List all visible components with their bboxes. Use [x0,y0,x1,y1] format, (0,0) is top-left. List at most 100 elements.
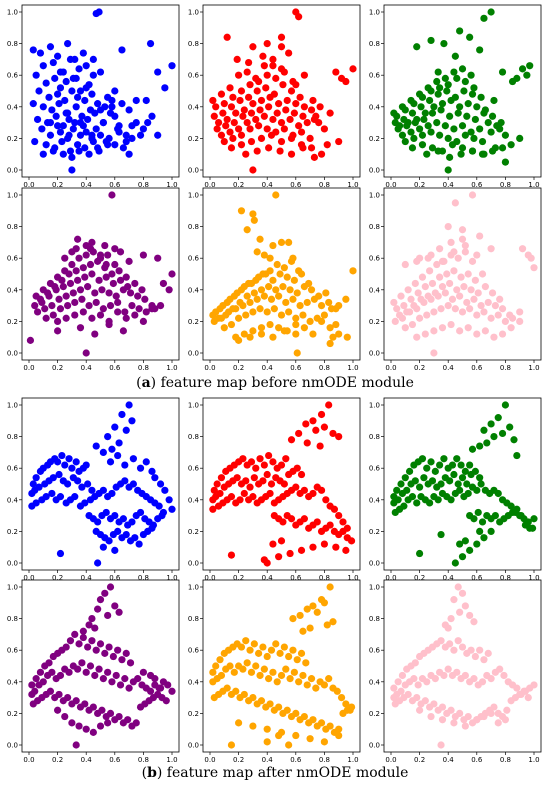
scatter-point [275,292,283,300]
y-tick-label: 0.0 [188,742,199,750]
scatter-point [527,254,535,262]
scatter-point [134,292,142,300]
scatter-point [233,55,241,64]
y-tick-label: 0.4 [188,678,200,686]
y-tick-label: 1.0 [369,584,380,592]
scatter-point [309,330,317,338]
scatter-point [49,147,57,155]
scatter-point [456,608,464,616]
scatter-point [96,596,105,604]
x-tick-label: 0.8 [319,574,330,582]
scatter-point [116,248,125,256]
scatter-point [111,260,119,269]
scatter-point [461,131,469,139]
scatter-point [420,474,428,482]
scatter-point [282,298,290,307]
scatter-point [62,109,70,117]
scatter-point [490,333,498,341]
scatter-point [132,96,140,105]
y-tick-label: 0.8 [7,223,18,231]
x-tick-label: 0.2 [233,756,244,764]
scatter-point [154,254,162,262]
scatter-point [456,709,464,718]
scatter-point [29,100,37,108]
scatter-point [154,131,162,139]
scatter-point [72,245,80,253]
scatter-point [427,712,435,721]
scatter-point [42,493,50,501]
scatter-point [38,125,46,133]
scatter-point [299,144,307,152]
scatter-point [252,662,260,670]
x-tick-label: 0.8 [319,756,330,764]
scatter-point [408,493,417,501]
scatter-point [464,712,472,721]
scatter-point [282,106,290,114]
scatter-point [450,596,458,604]
scatter-point [458,474,467,482]
scatter-point [265,675,273,683]
scatter-point [39,678,47,686]
scatter-point [246,125,254,133]
scatter-point [108,103,116,111]
scatter-point [447,496,455,504]
scatter-point [277,33,286,41]
scatter-point [289,295,297,303]
scatter-point [256,305,264,313]
scatter-point [76,324,85,332]
scatter-point [263,652,271,661]
scatter-point [84,283,92,291]
scatter-point [491,144,499,152]
scatter-point [269,62,277,70]
scatter-point [122,273,130,281]
scatter-point [464,489,472,498]
y-tick-label: 0.6 [188,255,200,263]
scatter-point [243,659,251,667]
x-tick-label: 1.0 [528,756,539,764]
scatter-point [283,96,291,105]
scatter-point [32,499,40,507]
scatter-point [473,103,481,111]
scatter-point [26,336,35,344]
scatter-point [56,493,65,501]
scatter-point [448,141,457,149]
scatter-point [408,109,417,117]
scatter-point [332,320,340,329]
scatter-point [487,675,495,683]
scatter-point [297,270,306,278]
scatter-point [115,608,123,616]
scatter-point [128,302,136,310]
scatter-point [253,248,261,256]
scatter-point [428,279,437,288]
scatter-point [303,439,311,447]
scatter-point [45,659,53,667]
y-tick-label: 0.8 [369,40,380,48]
scatter-point [82,251,90,259]
scatter-point [219,302,227,310]
scatter-point [74,477,82,485]
scatter-point [64,480,72,488]
y-tick-label: 0.2 [369,710,380,718]
y-tick-label: 0.4 [188,496,200,504]
scatter-point [420,298,428,307]
scatter-point [115,267,123,275]
scatter-point [466,611,474,620]
scatter-point [81,700,89,708]
scatter-point [280,68,288,76]
x-tick-label: 0.4 [443,574,455,582]
y-tick-label: 0.0 [369,350,380,358]
scatter-point [91,671,99,680]
scatter-point [237,207,246,215]
scatter-point [39,103,47,111]
scatter-point [249,493,257,501]
scatter-point [99,543,107,551]
scatter-point [265,103,273,111]
scatter-point [168,505,176,513]
scatter-point [326,583,334,591]
scatter-point [114,646,122,654]
scatter-point [91,109,99,117]
scatter-point [431,675,439,683]
scatter-point [285,49,293,57]
scatter-point [227,103,236,111]
scatter-point [239,665,247,673]
